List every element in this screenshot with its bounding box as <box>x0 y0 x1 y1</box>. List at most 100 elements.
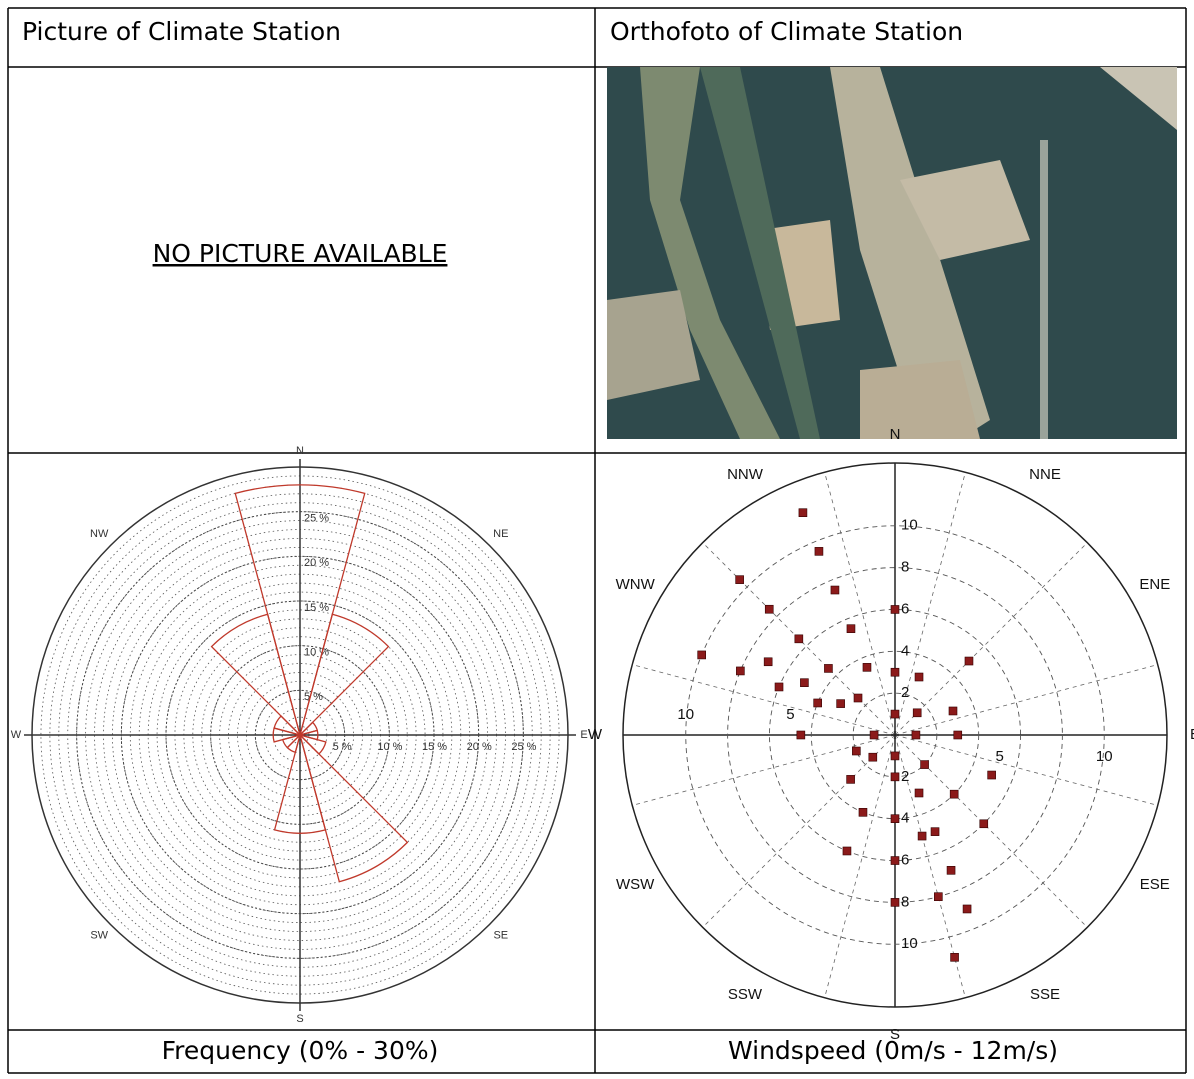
radial <box>894 734 1088 928</box>
ring <box>76 511 524 959</box>
point <box>697 650 706 660</box>
direction-label: W <box>588 726 603 743</box>
direction-label: ESE <box>1140 876 1170 893</box>
point <box>890 751 900 761</box>
point <box>836 699 845 708</box>
ring <box>254 689 346 781</box>
direction-label: NW <box>90 528 109 540</box>
ring-label: 2 <box>901 684 909 701</box>
ring-label: 20 % <box>304 557 329 569</box>
ring-label: 4 <box>901 642 909 659</box>
point <box>890 772 900 782</box>
ring-label: 15 % <box>422 741 447 753</box>
point <box>964 656 974 666</box>
point <box>794 634 804 644</box>
ring-label: 4 <box>901 810 909 827</box>
direction-label: E <box>1190 726 1194 743</box>
photo-clearing <box>607 290 700 400</box>
point <box>842 846 852 856</box>
ring <box>685 525 1105 945</box>
direction-label: NE <box>493 528 508 540</box>
point <box>953 730 963 740</box>
sector <box>298 613 390 738</box>
direction-label: S <box>890 1026 900 1043</box>
point <box>912 708 922 718</box>
ring <box>120 555 480 915</box>
point <box>914 788 924 798</box>
caption: Windspeed (0m/s - 12m/s) <box>728 1036 1058 1065</box>
point <box>890 667 900 677</box>
point <box>736 666 745 676</box>
point <box>890 898 900 907</box>
point <box>852 746 861 756</box>
point <box>890 709 900 719</box>
point <box>987 770 996 780</box>
ring-label: 25 % <box>511 741 536 753</box>
table-borders <box>7 7 1187 1074</box>
ring-label: 10 % <box>304 647 329 659</box>
point <box>735 575 744 584</box>
radial <box>824 734 896 998</box>
frequency-rose: 5 % 5 % 10 % 10 % 15 % 15 % 20 % 20 % 25 % 25 % N N… <box>11 445 588 1025</box>
point <box>862 663 872 672</box>
header-cell: Picture of Climate Station <box>22 17 341 46</box>
photo-area <box>607 67 780 439</box>
point <box>890 814 900 823</box>
ring-label: 10 % <box>377 741 402 753</box>
ring-label: 5 % <box>333 741 352 753</box>
direction-label: SE <box>493 930 508 942</box>
direction-label: SW <box>90 930 108 942</box>
axis-tick-label: 5 <box>995 748 1003 765</box>
caption: Frequency (0% - 30%) <box>162 1036 439 1065</box>
point <box>813 698 822 708</box>
direction-label: ENE <box>1139 576 1170 593</box>
point <box>853 693 863 703</box>
radial <box>894 472 966 736</box>
ring-label: 2 <box>901 768 909 785</box>
direction-label: E <box>580 729 587 741</box>
ring-label: 25 % <box>304 513 329 525</box>
point <box>814 547 824 556</box>
photo-clearing <box>900 160 1030 260</box>
ring <box>810 650 980 820</box>
photo-runway <box>830 67 990 439</box>
point <box>920 760 929 769</box>
ring-label: 8 <box>901 559 909 576</box>
ring-label: 15 % <box>304 602 329 614</box>
point <box>824 664 833 673</box>
direction-label: SSE <box>1030 986 1060 1003</box>
axis-tick-label: 5 <box>786 706 794 723</box>
point <box>763 657 773 667</box>
point <box>917 831 927 841</box>
ring-label: 6 <box>901 600 909 617</box>
radial <box>824 472 896 736</box>
sector <box>273 732 327 834</box>
point <box>934 892 943 901</box>
point <box>830 585 840 595</box>
sector <box>210 613 302 738</box>
direction-label: N <box>890 426 901 443</box>
ring-label: 6 <box>901 852 909 869</box>
point <box>774 682 784 692</box>
ring-label: 5 % <box>304 691 323 703</box>
point <box>979 819 989 829</box>
header-cell: Orthofoto of Climate Station <box>610 17 963 46</box>
point <box>890 605 900 614</box>
photo-forest <box>700 67 820 439</box>
point <box>890 856 900 865</box>
point <box>914 672 924 682</box>
radial <box>702 734 896 928</box>
point <box>962 904 972 914</box>
ring <box>165 600 435 870</box>
point <box>800 678 809 687</box>
point <box>796 730 806 740</box>
point <box>764 604 774 614</box>
direction-label: N <box>296 445 304 457</box>
axis-tick-label: 10 <box>677 706 694 723</box>
ring <box>769 609 1021 861</box>
ring-label: 8 <box>901 893 909 910</box>
direction-label: NNE <box>1029 466 1061 483</box>
point <box>946 866 956 875</box>
ring-label: 10 <box>901 517 918 534</box>
